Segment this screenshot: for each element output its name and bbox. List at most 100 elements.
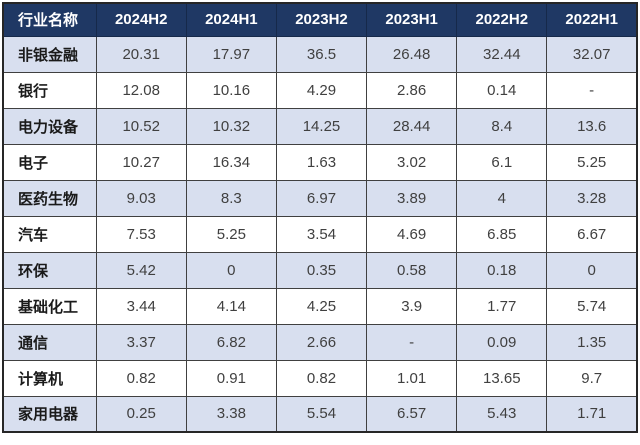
- table-cell: 12.08: [95, 71, 187, 109]
- table-cell: 1.71: [546, 395, 638, 433]
- table-cell: 5.25: [546, 143, 638, 181]
- table-cell: 20.31: [95, 35, 187, 73]
- table-cell: 4: [456, 179, 548, 217]
- table-cell: 0.58: [366, 251, 458, 289]
- table-cell: 3.38: [185, 395, 277, 433]
- table-cell: 2.66: [275, 323, 368, 361]
- table-cell: 1.35: [546, 323, 638, 361]
- table-cell: 14.25: [275, 107, 368, 145]
- table-cell: 3.28: [546, 179, 638, 217]
- row-label: 电力设备: [2, 107, 97, 145]
- table-row: 家用电器 0.25 3.38 5.54 6.57 5.43 1.71: [2, 395, 638, 433]
- table-cell: 9.7: [546, 359, 638, 397]
- table-cell: 3.44: [95, 287, 187, 325]
- table-row: 银行 12.08 10.16 4.29 2.86 0.14-: [2, 71, 638, 109]
- table-cell: 10.32: [185, 107, 277, 145]
- table-cell: 1.01: [366, 359, 458, 397]
- table-cell: 32.44: [456, 35, 548, 73]
- table-cell: 8.4: [456, 107, 548, 145]
- table-cell: 1.63: [275, 143, 368, 181]
- table-cell: 4.25: [275, 287, 368, 325]
- table-cell: 2.86: [366, 71, 458, 109]
- table-cell: 3.02: [366, 143, 458, 181]
- table-cell: 3.54: [275, 215, 368, 253]
- column-header-period: 2023H1: [366, 2, 458, 37]
- row-label: 医药生物: [2, 179, 97, 217]
- table-cell: 5.54: [275, 395, 368, 433]
- table-cell: 0: [546, 251, 638, 289]
- table-cell: 6.82: [185, 323, 277, 361]
- table-cell: 28.44: [366, 107, 458, 145]
- table-cell: 6.1: [456, 143, 548, 181]
- row-label: 汽车: [2, 215, 97, 253]
- column-header-period: 2022H1: [546, 2, 638, 37]
- column-header-period: 2022H2: [456, 2, 548, 37]
- table-cell: -: [366, 323, 458, 361]
- table-cell: 3.89: [366, 179, 458, 217]
- table-row: 基础化工 3.44 4.14 4.25 3.9 1.77 5.74: [2, 287, 638, 325]
- header-row: 行业名称 2024H2 2024H1 2023H2 2023H1 2022H2 2022H1: [2, 2, 638, 37]
- column-header-period: 2023H2: [275, 2, 368, 37]
- table-cell: 0.25: [95, 395, 187, 433]
- table-cell: 0.18: [456, 251, 548, 289]
- table-cell: 0.82: [275, 359, 368, 397]
- table-row: 环保 5.42 0 0.35 0.58 0.18 0: [2, 251, 638, 289]
- table-cell: 6.67: [546, 215, 638, 253]
- table-cell: 0.91: [185, 359, 277, 397]
- row-label: 电子: [2, 143, 97, 181]
- row-label: 家用电器: [2, 395, 97, 433]
- table-cell: 5.43: [456, 395, 548, 433]
- row-label: 通信: [2, 323, 97, 361]
- table-cell: 17.97: [185, 35, 277, 73]
- table-cell: 4.14: [185, 287, 277, 325]
- table-cell: 6.57: [366, 395, 458, 433]
- row-label: 环保: [2, 251, 97, 289]
- table-cell: 26.48: [366, 35, 458, 73]
- table-cell: 6.97: [275, 179, 368, 217]
- table-cell: 0.35: [275, 251, 368, 289]
- table-cell: -: [546, 71, 638, 109]
- table-cell: 3.37: [95, 323, 187, 361]
- table-cell: 13.65: [456, 359, 548, 397]
- table-row: 电力设备 10.52 10.32 14.25 28.44 8.4 13.6: [2, 107, 638, 145]
- table-row: 非银金融 20.31 17.97 36.5 26.48 32.44 32.07: [2, 35, 638, 73]
- table-cell: 5.42: [95, 251, 187, 289]
- table-cell: 0.82: [95, 359, 187, 397]
- table-cell: 6.85: [456, 215, 548, 253]
- column-header-industry: 行业名称: [2, 2, 97, 37]
- row-label: 计算机: [2, 359, 97, 397]
- table-cell: 7.53: [95, 215, 187, 253]
- table-cell: 5.25: [185, 215, 277, 253]
- table-cell: 10.52: [95, 107, 187, 145]
- table-cell: 0: [185, 251, 277, 289]
- column-header-period: 2024H1: [185, 2, 277, 37]
- row-label: 银行: [2, 71, 97, 109]
- table-cell: 16.34: [185, 143, 277, 181]
- table-cell: 3.9: [366, 287, 458, 325]
- table-cell: 10.16: [185, 71, 277, 109]
- table-cell: 4.29: [275, 71, 368, 109]
- table-body: 非银金融 20.31 17.97 36.5 26.48 32.44 32.07 银行 12.08…: [2, 35, 638, 433]
- table-cell: 5.74: [546, 287, 638, 325]
- table-cell: 4.69: [366, 215, 458, 253]
- table-cell: 10.27: [95, 143, 187, 181]
- row-label: 基础化工: [2, 287, 97, 325]
- table-row: 电子 10.27 16.34 1.63 3.02 6.1 5.25: [2, 143, 638, 181]
- table-cell: 0.09: [456, 323, 548, 361]
- table-cell: 13.6: [546, 107, 638, 145]
- table-row: 汽车 7.53 5.25 3.54 4.69 6.85 6.67: [2, 215, 638, 253]
- table-cell: 8.3: [185, 179, 277, 217]
- table-row: 通信 3.37 6.82 2.66-0.09 1.35: [2, 323, 638, 361]
- industry-table-container: 行业名称 2024H2 2024H1 2023H2 2023H1 2022H2 2022H1…: [2, 2, 638, 433]
- table-cell: 32.07: [546, 35, 638, 73]
- table-cell: 0.14: [456, 71, 548, 109]
- row-label: 非银金融: [2, 35, 97, 73]
- table-header: 行业名称 2024H2 2024H1 2023H2 2023H1 2022H2 2022H1: [2, 2, 638, 37]
- table-row: 计算机 0.82 0.91 0.82 1.01 13.65 9.7: [2, 359, 638, 397]
- industry-table: 行业名称 2024H2 2024H1 2023H2 2023H1 2022H2 2022H1…: [2, 2, 638, 433]
- table-cell: 9.03: [95, 179, 187, 217]
- table-row: 医药生物 9.03 8.3 6.97 3.89 4 3.28: [2, 179, 638, 217]
- table-cell: 1.77: [456, 287, 548, 325]
- table-cell: 36.5: [275, 35, 368, 73]
- column-header-period: 2024H2: [95, 2, 187, 37]
